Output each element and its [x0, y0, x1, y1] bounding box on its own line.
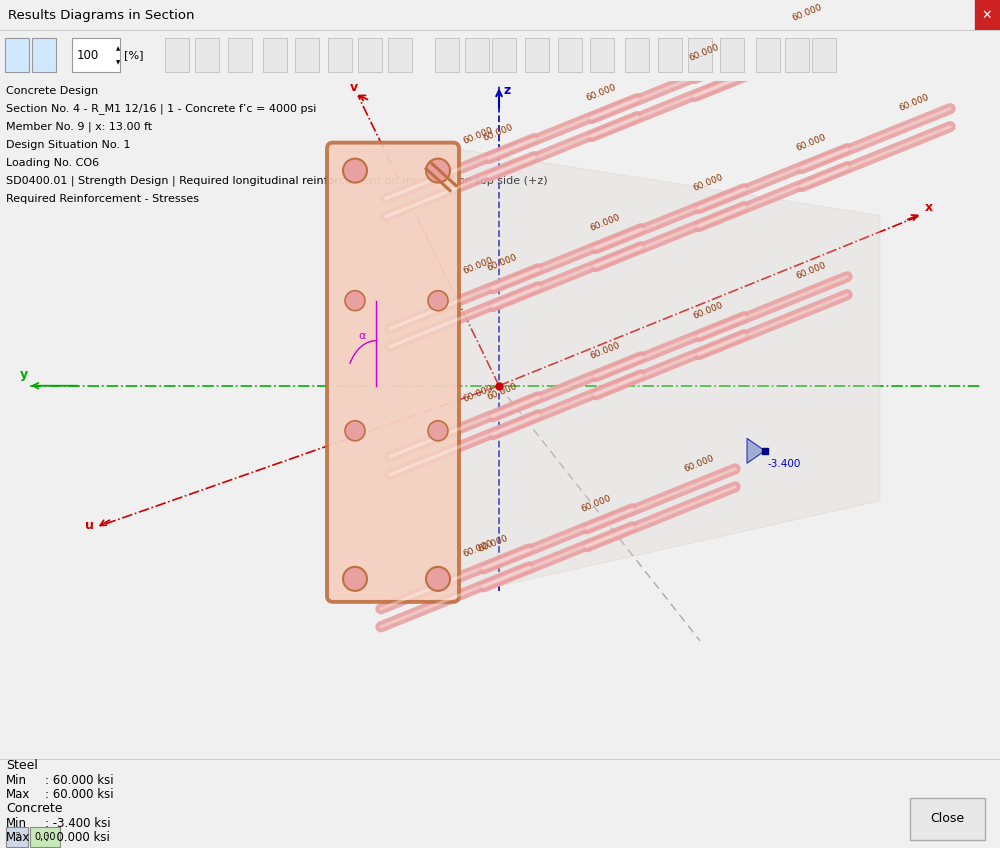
Text: α: α	[358, 331, 365, 341]
FancyBboxPatch shape	[327, 142, 459, 602]
Text: Steel: Steel	[6, 760, 38, 773]
Bar	[492, 38, 516, 72]
Text: : 60.000 ksi: : 60.000 ksi	[45, 789, 114, 801]
Text: z: z	[503, 84, 510, 97]
Text: Close: Close	[930, 812, 964, 825]
Text: :  0.000 ksi: : 0.000 ksi	[45, 832, 110, 845]
Bar	[658, 38, 682, 72]
Polygon shape	[747, 438, 765, 463]
Text: 60.000: 60.000	[585, 83, 618, 103]
Circle shape	[345, 291, 365, 310]
Text: 60.000: 60.000	[683, 453, 716, 473]
Circle shape	[343, 159, 367, 182]
Bar	[72, 38, 120, 72]
Circle shape	[426, 159, 450, 182]
Bar	[590, 38, 614, 72]
Bar	[435, 38, 459, 72]
Bar	[465, 38, 489, 72]
Text: 60.000: 60.000	[477, 533, 510, 554]
Bar	[558, 38, 582, 72]
Text: Design Situation No. 1: Design Situation No. 1	[6, 140, 130, 149]
Text: 60.000: 60.000	[791, 3, 824, 23]
Bar	[910, 798, 985, 840]
Bar	[295, 38, 319, 72]
Bar	[32, 38, 56, 72]
Text: Member No. 9 | x: 13.00 ft: Member No. 9 | x: 13.00 ft	[6, 121, 152, 131]
Bar	[720, 38, 744, 72]
Bar	[165, 38, 189, 72]
Text: Min: Min	[6, 774, 27, 788]
Bar	[756, 38, 780, 72]
Text: 60.000: 60.000	[462, 255, 495, 276]
Bar	[812, 38, 836, 72]
Text: Loading No. CO6: Loading No. CO6	[6, 158, 99, 168]
Bar	[6, 827, 28, 847]
Text: Max: Max	[6, 832, 30, 845]
Circle shape	[426, 566, 450, 591]
Text: 60.000: 60.000	[692, 301, 725, 321]
Text: Results Diagrams in Section: Results Diagrams in Section	[8, 8, 194, 21]
Text: 60.000: 60.000	[482, 123, 515, 143]
Bar	[525, 38, 549, 72]
Bar	[688, 38, 712, 72]
Bar	[195, 38, 219, 72]
Text: 0,00: 0,00	[34, 832, 56, 842]
Polygon shape	[336, 148, 455, 596]
Bar	[785, 38, 809, 72]
Bar	[975, 0, 1000, 30]
Bar	[328, 38, 352, 72]
Text: ?: ?	[14, 832, 20, 842]
Text: 60.000: 60.000	[898, 93, 931, 113]
Text: 60.000: 60.000	[462, 126, 495, 146]
Text: Concrete: Concrete	[6, 802, 62, 816]
Text: ▼: ▼	[116, 60, 120, 65]
Circle shape	[428, 421, 448, 441]
Text: y: y	[20, 368, 28, 381]
Text: : -3.400 ksi: : -3.400 ksi	[45, 817, 111, 830]
Text: ▲: ▲	[116, 46, 120, 51]
Text: -3.400: -3.400	[768, 459, 801, 469]
Text: 60.000: 60.000	[589, 213, 622, 233]
Bar	[263, 38, 287, 72]
Text: 60.000: 60.000	[462, 383, 495, 404]
Text: Min: Min	[6, 817, 27, 830]
Text: ✕: ✕	[982, 8, 992, 21]
Text: 60.000: 60.000	[486, 381, 519, 401]
Text: Section No. 4 - R_M1 12/16 | 1 - Concrete f’c = 4000 psi: Section No. 4 - R_M1 12/16 | 1 - Concret…	[6, 103, 316, 114]
Text: SD0400.01 | Strength Design | Required longitudinal reinforcement on members on : SD0400.01 | Strength Design | Required l…	[6, 176, 548, 186]
Text: : 60.000 ksi: : 60.000 ksi	[45, 774, 114, 788]
Text: Required Reinforcement - Stresses: Required Reinforcement - Stresses	[6, 193, 199, 204]
Polygon shape	[455, 148, 880, 596]
Bar	[358, 38, 382, 72]
Bar	[5, 38, 29, 72]
Text: [%]: [%]	[124, 50, 144, 60]
Text: x: x	[925, 201, 933, 214]
Circle shape	[343, 566, 367, 591]
Text: Max: Max	[6, 789, 30, 801]
Text: 60.000: 60.000	[462, 538, 495, 559]
Bar	[625, 38, 649, 72]
Circle shape	[345, 421, 365, 441]
Text: 60.000: 60.000	[795, 261, 828, 282]
Bar	[228, 38, 252, 72]
Bar	[388, 38, 412, 72]
Text: Concrete Design: Concrete Design	[6, 86, 98, 96]
Text: 60.000: 60.000	[580, 494, 613, 513]
Circle shape	[428, 291, 448, 310]
Text: u: u	[85, 519, 94, 532]
Text: 60.000: 60.000	[795, 133, 828, 153]
Text: 60.000: 60.000	[486, 253, 519, 273]
Text: 60.000: 60.000	[688, 43, 721, 63]
Bar	[30, 827, 60, 847]
Text: v: v	[350, 81, 358, 93]
Text: 60.000: 60.000	[692, 173, 725, 193]
Text: 60.000: 60.000	[589, 341, 622, 361]
Text: 100: 100	[77, 49, 99, 62]
